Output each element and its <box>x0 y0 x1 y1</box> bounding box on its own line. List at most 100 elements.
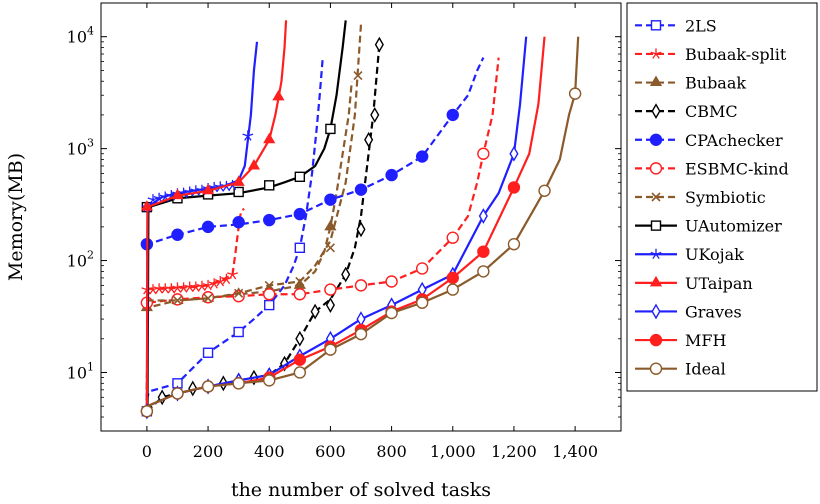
legend-marker <box>651 303 661 320</box>
series-line-esbmc-kind <box>145 57 500 412</box>
data-point-mfh <box>507 181 521 194</box>
data-point-esbmc-kind <box>263 288 276 301</box>
data-point-2ls <box>264 299 275 311</box>
data-point-cpachecker <box>354 183 368 196</box>
series-ideal <box>140 36 582 418</box>
data-point-2ls <box>202 347 214 358</box>
x-tick-label: 800 <box>376 442 407 461</box>
legend-entry-ukojak: UKojak <box>635 245 744 264</box>
axes: 0 200 400 600 800 1,000 1,200 1,400 101 102 103 104 <box>67 2 621 461</box>
legend-marker <box>650 20 662 31</box>
x-tick-label: 400 <box>254 442 285 461</box>
data-point-esbmc-kind <box>385 275 398 288</box>
data-point-cpachecker <box>171 228 184 241</box>
legend-entry-symbiotic: Symbiotic <box>635 188 766 207</box>
legend-label: Bubaak-split <box>685 45 787 64</box>
data-point-bubaak-split <box>190 281 202 292</box>
legend-entry-cpachecker: CPAchecker <box>635 131 783 150</box>
data-point-symbiotic <box>264 280 274 290</box>
data-point-ideal <box>324 343 337 356</box>
data-point-ideal <box>232 377 245 390</box>
data-point-uautomizer <box>264 180 275 191</box>
legend-marker <box>649 162 663 175</box>
plot-frame <box>100 2 622 432</box>
data-point-cpachecker <box>232 216 245 229</box>
y-tick-label: 102 <box>67 249 94 271</box>
data-point-cpachecker <box>415 150 429 163</box>
x-axis-label: the number of solved tasks <box>231 479 491 501</box>
series-bubaak <box>140 81 353 412</box>
x-tick-label: 600 <box>315 442 346 461</box>
data-point-esbmc-kind <box>477 147 490 160</box>
data-point-ideal <box>140 405 154 418</box>
data-point-ideal <box>477 265 490 278</box>
data-point-mfh <box>477 245 490 258</box>
legend-label: UTaipan <box>685 274 753 293</box>
data-point-cbmc <box>295 330 305 347</box>
legend-label: CBMC <box>685 102 738 121</box>
legend-label: 2LS <box>685 16 717 35</box>
legend-label: Symbiotic <box>685 188 766 207</box>
data-point-cpachecker <box>446 108 459 122</box>
legend-marker <box>649 333 663 347</box>
legend-marker <box>650 48 662 59</box>
data-point-bubaak <box>324 219 337 231</box>
series-line-cpachecker <box>145 57 485 412</box>
series-cbmc <box>142 36 384 420</box>
data-point-esbmc-kind <box>354 279 368 292</box>
data-point-graves <box>509 145 519 162</box>
data-point-symbiotic <box>172 295 183 306</box>
legend-entry-uautomizer: UAutomizer <box>635 217 782 236</box>
data-point-symbiotic <box>203 293 213 303</box>
legend-label: UKojak <box>685 245 744 264</box>
data-point-bubaak-split <box>178 282 190 293</box>
data-point-symbiotic <box>234 288 244 298</box>
legend-entry-bubaak-split: Bubaak-split <box>635 45 787 64</box>
data-point-ideal <box>354 327 368 341</box>
legend-entry-cbmc: CBMC <box>635 102 738 121</box>
data-point-mfh <box>293 353 307 366</box>
data-point-graves <box>356 311 366 327</box>
data-point-cbmc <box>370 107 380 123</box>
series-line-cbmc <box>146 44 381 413</box>
data-point-ideal <box>171 387 184 400</box>
legend-marker <box>649 362 663 375</box>
data-point-utaipan <box>171 188 184 200</box>
data-point-2ls <box>294 242 306 253</box>
series-line-bubaak <box>145 81 353 412</box>
data-point-cbmc <box>325 297 335 313</box>
legend-label: Ideal <box>685 360 726 379</box>
data-point-esbmc-kind <box>293 288 307 301</box>
data-point-cpachecker <box>201 220 215 234</box>
plot-lines <box>140 20 582 420</box>
data-point-ideal <box>293 366 307 379</box>
data-point-bubaak-split <box>202 279 214 291</box>
data-point-bubaak-split <box>165 283 177 294</box>
data-point-symbiotic <box>325 243 335 253</box>
x-tick-label: 200 <box>193 442 224 461</box>
data-point-ideal <box>201 380 215 393</box>
data-point-cbmc <box>341 266 351 283</box>
data-point-utaipan <box>247 158 261 170</box>
data-point-ideal <box>263 374 276 387</box>
data-point-uautomizer <box>325 123 336 135</box>
legend-marker <box>650 220 662 231</box>
data-point-esbmc-kind <box>324 283 337 296</box>
data-point-bubaak-split <box>227 269 238 280</box>
data-point-cpachecker <box>263 213 276 227</box>
data-point-ukojak <box>147 194 159 205</box>
data-point-esbmc-kind <box>446 231 459 244</box>
legend-label: UAutomizer <box>685 217 782 236</box>
data-point-cpachecker <box>324 193 337 206</box>
legend-label: MFH <box>685 331 726 350</box>
data-point-symbiotic <box>353 70 363 81</box>
series-cpachecker <box>140 57 485 412</box>
legend-marker <box>651 103 661 120</box>
series-utaipan <box>140 20 288 412</box>
data-point-ideal <box>415 296 429 309</box>
legend-entry-utaipan: UTaipan <box>635 274 753 293</box>
data-point-bubaak-split <box>214 275 226 287</box>
legend-entry-graves: Graves <box>635 302 742 321</box>
data-point-ideal <box>568 87 582 100</box>
